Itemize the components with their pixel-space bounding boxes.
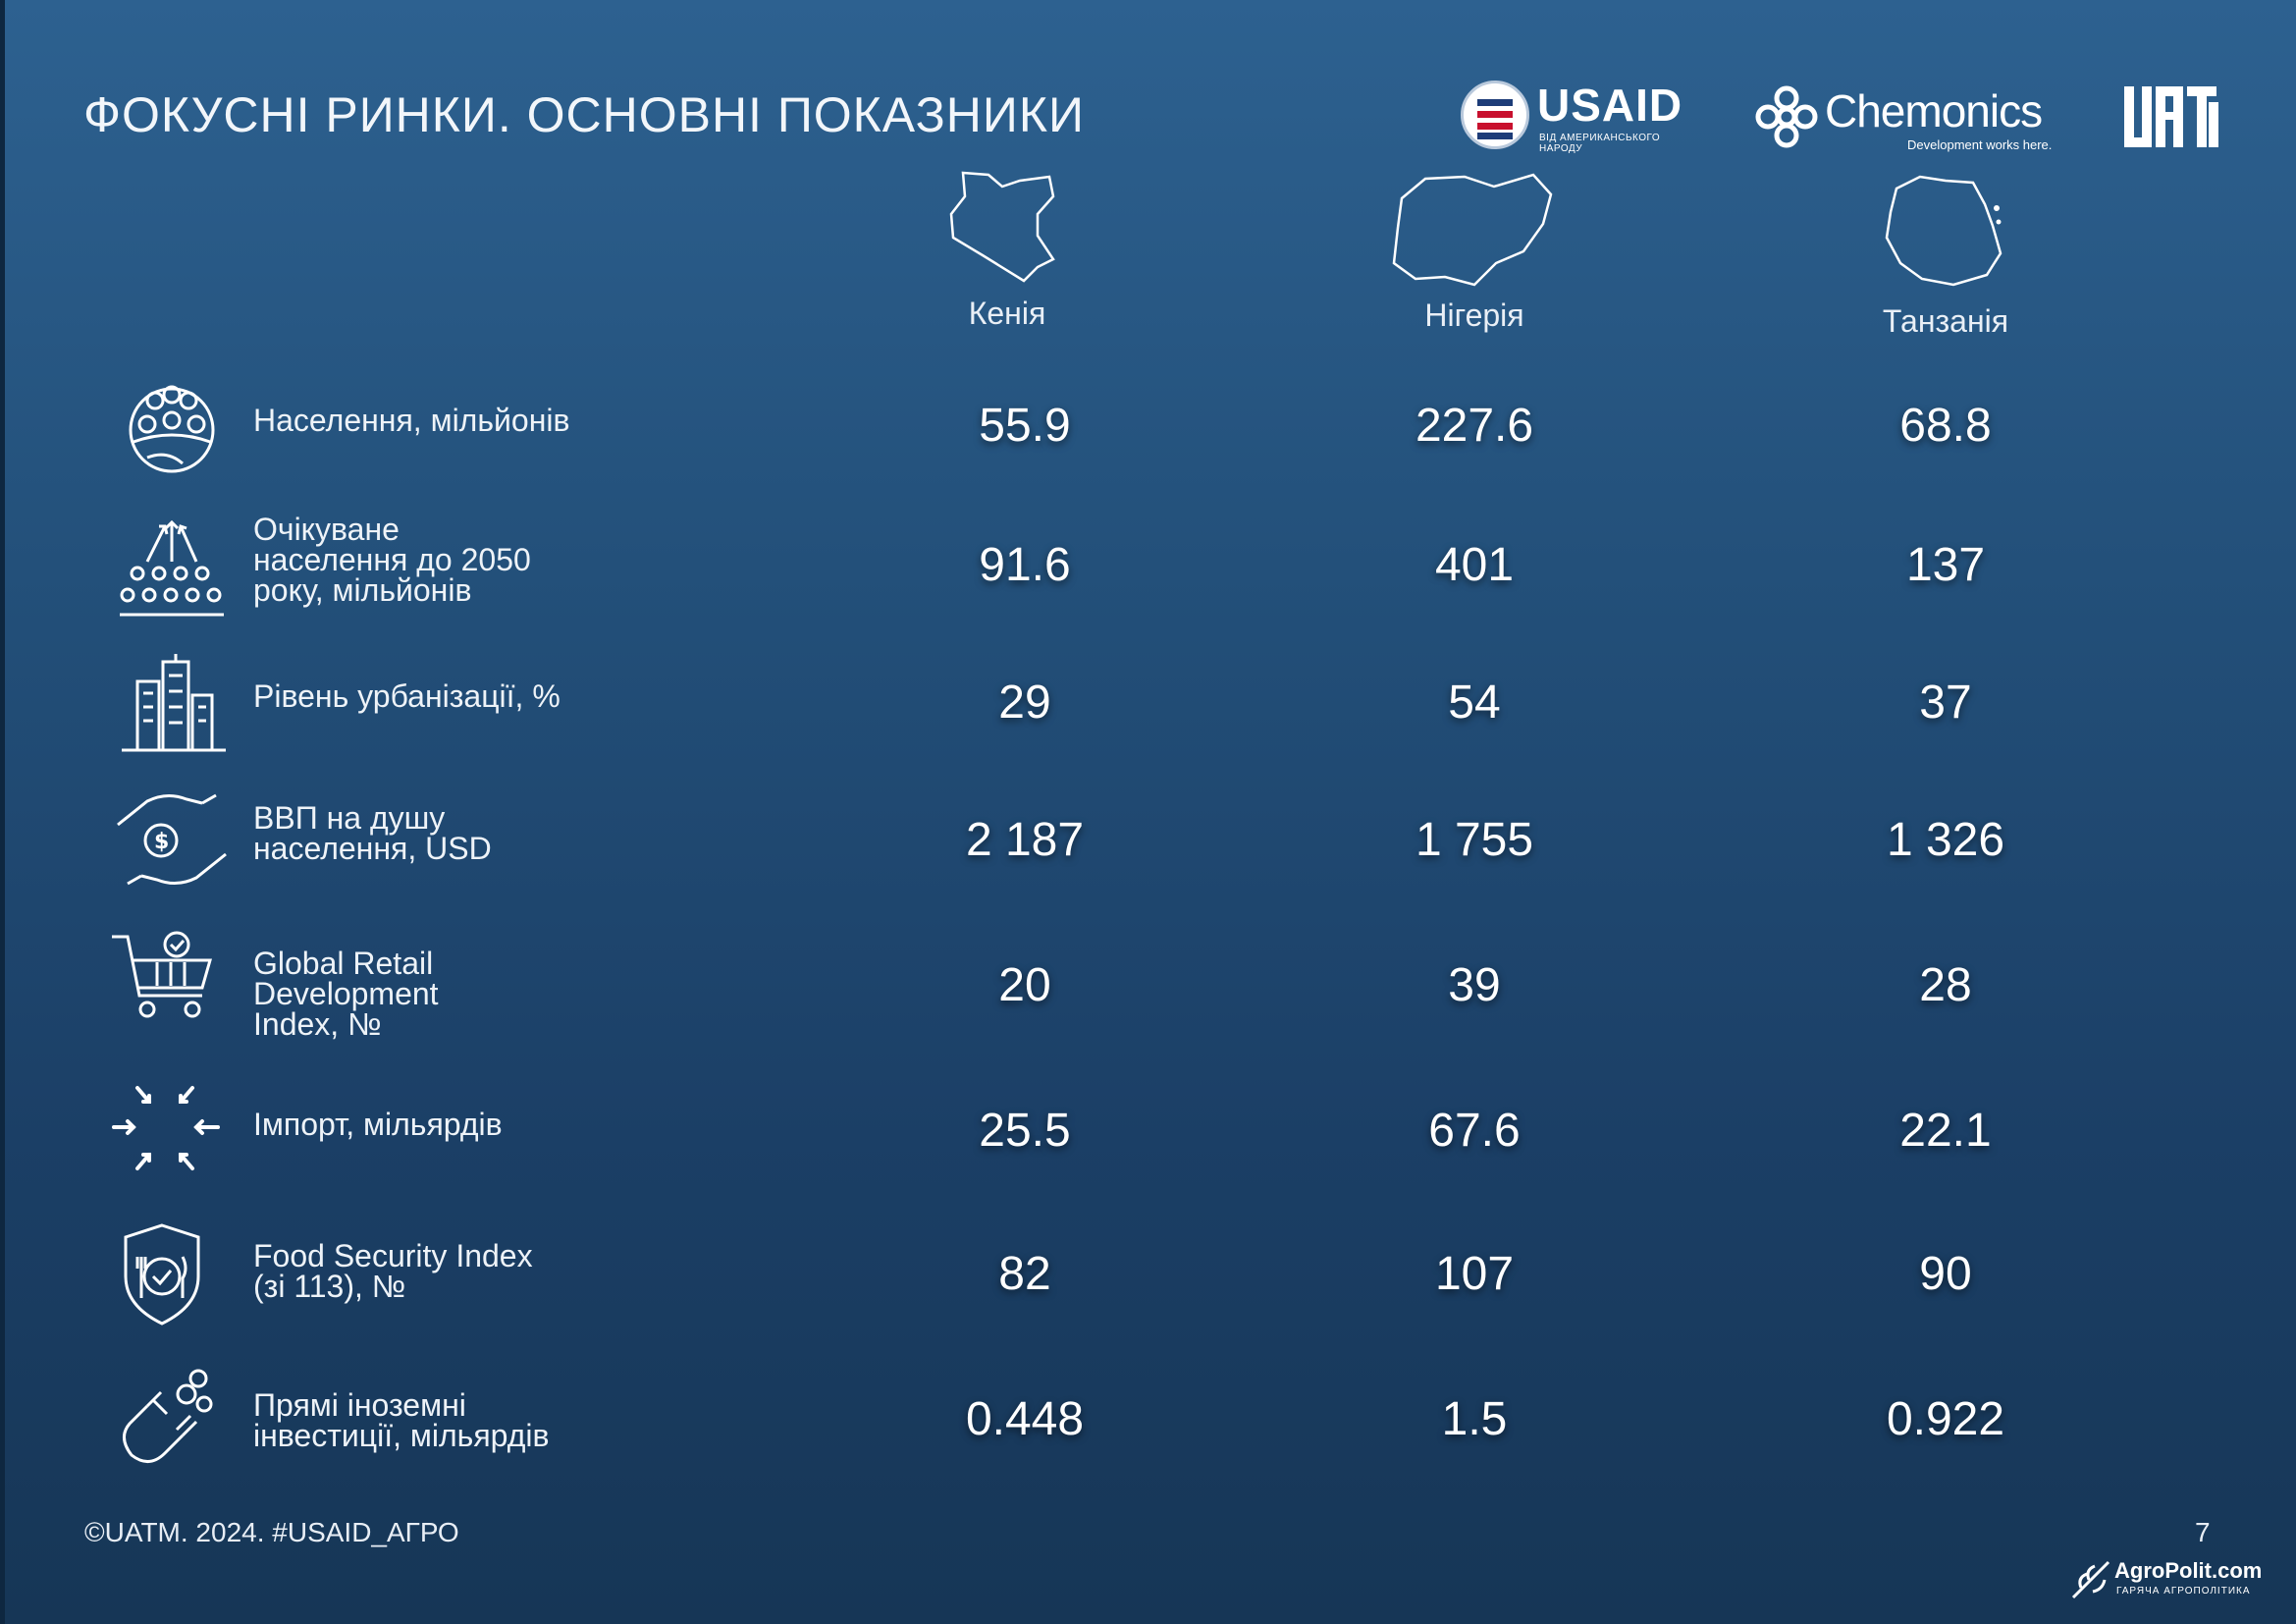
page-title: ФОКУСНІ РИНКИ. ОСНОВНІ ПОКАЗНИКИ [83,87,1085,142]
row-label-retail-index: Global Retail Development Index, № [253,946,439,1042]
page-number: 7 [2195,1517,2211,1547]
agropolit-tagline: ГАРЯЧА АГРОПОЛІТИКА [2116,1586,2251,1597]
chemonics-tagline: Development works here. [1907,137,2053,152]
value-tanzania-gdp: 1 326 [1886,814,2005,866]
value-nigeria-gdp: 1 755 [1415,814,1534,866]
value-nigeria-food-security: 107 [1434,1248,1515,1300]
value-tanzania-projected-population: 137 [1905,539,1986,591]
tanzania-map-icon [1885,175,2002,287]
row-label-urbanization: Рівень урбанізації, % [253,678,561,714]
country-name: Танзанія [1882,303,2009,339]
agropolit-wordmark: AgroPolit.com [2114,1558,2263,1583]
value-kenya-urbanization: 29 [998,677,1051,729]
chemonics-logo: Chemonics Development works here. [1754,81,2068,159]
value-tanzania-retail-index: 28 [1919,959,1972,1011]
value-nigeria-retail-index: 39 [1448,959,1501,1011]
country-header-tanzania: Танзанія [1818,169,2073,340]
row-label-projected-population: Очікуване населення до 2050 року, мільйо… [253,512,531,608]
value-nigeria-fdi: 1.5 [1441,1393,1508,1445]
usaid-logo: USAID ВІД АМЕРИКАНСЬКОГО НАРОДУ [1461,79,1696,157]
chemonics-symbol-icon [1755,85,1818,148]
row-label-fdi: Прямі іноземні інвестиції, мільярдів [253,1387,550,1453]
city-buildings-icon [108,652,236,760]
value-kenya-population: 55.9 [979,400,1071,452]
value-nigeria-projected-population: 401 [1434,539,1515,591]
usaid-tagline: ВІД АМЕРИКАНСЬКОГО НАРОДУ [1539,133,1661,154]
country-header-kenya: Кенія [880,167,1135,332]
left-edge-bar [0,0,5,1624]
value-kenya-retail-index: 20 [998,959,1051,1011]
agropolit-logo-icon [2071,1560,2110,1599]
value-kenya-fdi: 0.448 [965,1393,1085,1445]
usaid-seal-icon [1461,81,1529,149]
kenya-map-icon [949,171,1055,283]
agropolit-watermark: AgroPolit.com ГАРЯЧА АГРОПОЛІТИКА [2069,1556,2285,1605]
row-label-import: Імпорт, мільярдів [253,1107,503,1142]
row-label-food-security: Food Security Index (зі 113), № [253,1238,533,1304]
usaid-wordmark: USAID [1537,80,1683,131]
value-tanzania-population: 68.8 [1899,400,1992,452]
nigeria-map-icon [1392,173,1553,287]
population-globe-icon [108,373,236,481]
country-header-nigeria: Нігерія [1347,169,1602,334]
value-nigeria-import: 67.6 [1428,1105,1521,1157]
value-kenya-projected-population: 91.6 [979,539,1071,591]
uatm-logo [2122,82,2220,151]
import-arrows-icon [108,1078,236,1186]
value-kenya-import: 25.5 [979,1105,1071,1157]
value-nigeria-population: 227.6 [1415,400,1534,452]
value-tanzania-import: 22.1 [1899,1105,1992,1157]
footer-copyright: ©UATM. 2024. #USAID_АГРО [84,1517,459,1547]
value-tanzania-urbanization: 37 [1919,677,1972,729]
value-kenya-food-security: 82 [998,1248,1051,1300]
row-label-population: Населення, мільйонів [253,403,570,438]
shopping-cart-icon [108,931,236,1039]
value-kenya-gdp: 2 187 [965,814,1085,866]
value-tanzania-food-security: 90 [1919,1248,1972,1300]
uatm-logo-mark [2124,86,2218,147]
investment-magnet-icon [108,1367,236,1475]
value-tanzania-fdi: 0.922 [1886,1393,2005,1445]
country-name: Кенія [968,296,1046,331]
population-growth-icon [108,513,236,621]
food-security-shield-icon [108,1221,236,1329]
value-nigeria-urbanization: 54 [1448,677,1501,729]
money-hands-icon: $ [108,785,236,893]
svg-text:$: $ [154,830,169,854]
country-name: Нігерія [1424,298,1524,333]
row-label-gdp: ВВП на душу населення, USD [253,800,492,866]
chemonics-wordmark: Chemonics [1825,85,2043,136]
